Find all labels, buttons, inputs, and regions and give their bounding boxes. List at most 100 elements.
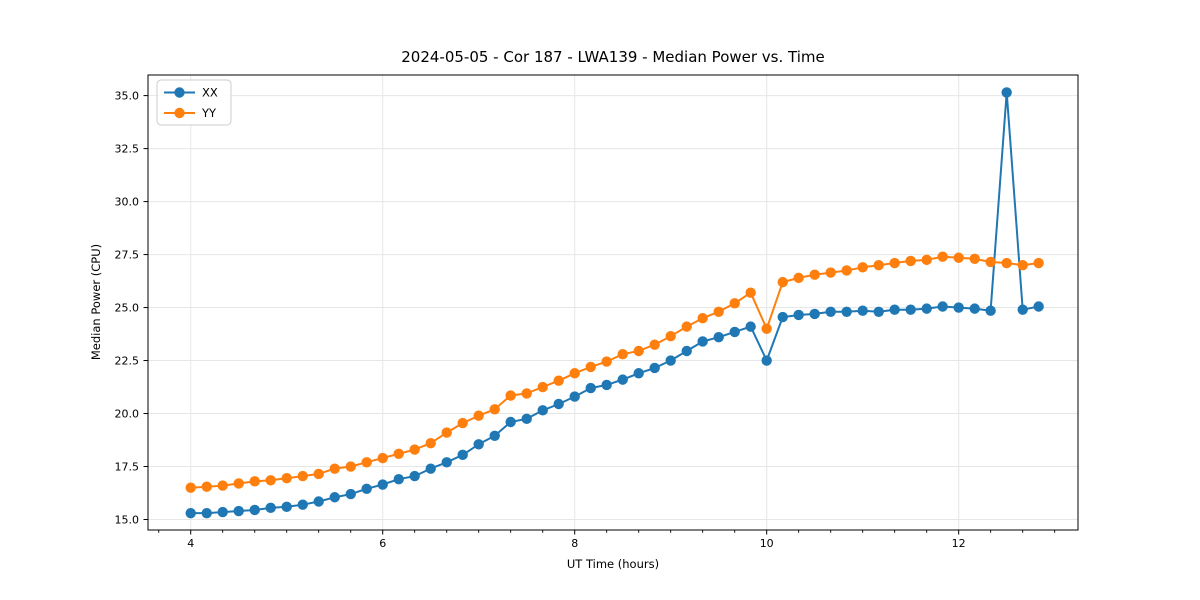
data-point-YY (521, 388, 532, 399)
y-tick-label: 15.0 (115, 513, 140, 526)
data-point-XX (393, 474, 404, 485)
data-point-XX (841, 306, 852, 317)
data-point-YY (953, 252, 964, 263)
data-point-XX (1017, 304, 1028, 315)
x-tick-label: 10 (760, 537, 774, 550)
data-point-XX (313, 496, 324, 507)
data-point-YY (201, 481, 212, 492)
data-point-YY (889, 257, 900, 269)
legend-entry-YY: YY (164, 106, 217, 120)
y-axis-label: Median Power (CPU) (89, 243, 103, 361)
data-point-YY (505, 390, 516, 401)
data-point-YY (745, 287, 756, 298)
data-point-XX (873, 306, 884, 317)
y-tick-label: 20.0 (115, 407, 140, 420)
data-point-XX (617, 374, 628, 385)
data-point-XX (281, 501, 292, 512)
data-point-YY (345, 461, 356, 472)
legend-label: YY (201, 106, 217, 120)
data-point-YY (985, 256, 996, 268)
data-point-YY (409, 444, 420, 455)
data-point-XX (489, 430, 500, 441)
data-point-YY (425, 438, 436, 449)
x-axis-label: UT Time (hours) (566, 557, 660, 571)
data-point-YY (793, 272, 804, 284)
series-YY (185, 251, 1044, 493)
data-point-YY (649, 339, 660, 350)
data-point-XX (665, 355, 676, 366)
data-point-YY (681, 321, 692, 332)
data-point-XX (233, 505, 244, 517)
data-point-YY (969, 253, 980, 265)
data-point-YY (537, 381, 548, 393)
data-point-YY (905, 255, 916, 267)
data-point-XX (585, 382, 596, 394)
data-point-YY (873, 259, 884, 271)
data-point-YY (697, 312, 708, 324)
data-point-XX (297, 499, 308, 510)
legend-marker (174, 87, 185, 98)
data-point-YY (569, 368, 580, 379)
data-point-XX (361, 483, 372, 494)
data-point-YY (265, 475, 276, 486)
data-point-XX (793, 309, 804, 321)
data-point-XX (857, 305, 868, 316)
data-point-YY (313, 468, 324, 480)
data-point-XX (809, 308, 820, 320)
data-point-XX (377, 479, 388, 490)
data-point-YY (217, 480, 228, 491)
data-point-XX (921, 303, 932, 314)
x-tick-label: 12 (952, 537, 966, 550)
data-point-YY (921, 254, 932, 266)
data-point-XX (825, 306, 836, 317)
data-point-YY (937, 251, 948, 262)
legend-entry-XX: XX (164, 86, 218, 100)
data-point-XX (345, 488, 356, 500)
data-point-XX (601, 379, 612, 391)
data-point-YY (185, 482, 196, 493)
data-point-YY (441, 427, 452, 438)
data-point-YY (825, 267, 836, 278)
y-tick-label: 22.5 (115, 354, 140, 367)
data-point-XX (329, 492, 340, 503)
data-point-YY (553, 375, 564, 386)
data-point-XX (905, 304, 916, 315)
data-point-YY (601, 356, 612, 367)
data-point-XX (537, 405, 548, 416)
data-point-XX (729, 326, 740, 338)
data-point-XX (633, 368, 644, 379)
data-point-YY (233, 478, 244, 489)
data-point-YY (761, 323, 772, 334)
x-tick-label: 8 (571, 537, 578, 550)
data-point-YY (841, 265, 852, 276)
data-point-YY (1017, 259, 1028, 271)
data-point-YY (585, 361, 596, 373)
data-point-YY (377, 452, 388, 464)
data-point-YY (617, 348, 628, 360)
series-line-XX (190, 91, 1039, 515)
data-point-XX (473, 439, 484, 450)
data-point-YY (1001, 257, 1012, 269)
data-point-YY (665, 330, 676, 342)
data-point-YY (713, 306, 724, 317)
data-point-XX (969, 303, 980, 314)
data-point-XX (201, 507, 212, 519)
series-line-YY (190, 255, 1039, 489)
data-point-XX (777, 311, 788, 323)
data-point-YY (281, 472, 292, 484)
data-point-YY (729, 298, 740, 309)
data-point-XX (953, 302, 964, 313)
plot-area-border (147, 74, 1079, 531)
data-point-XX (425, 463, 436, 474)
data-point-XX (697, 336, 708, 347)
gridlines (148, 75, 1078, 530)
data-point-YY (361, 457, 372, 468)
chart-title: 2024-05-05 - Cor 187 - LWA139 - Median P… (401, 48, 825, 66)
data-point-YY (249, 476, 260, 487)
data-point-YY (489, 404, 500, 415)
data-point-YY (329, 463, 340, 474)
data-point-XX (249, 504, 260, 516)
legend-label: XX (202, 86, 218, 100)
data-point-XX (553, 398, 564, 410)
